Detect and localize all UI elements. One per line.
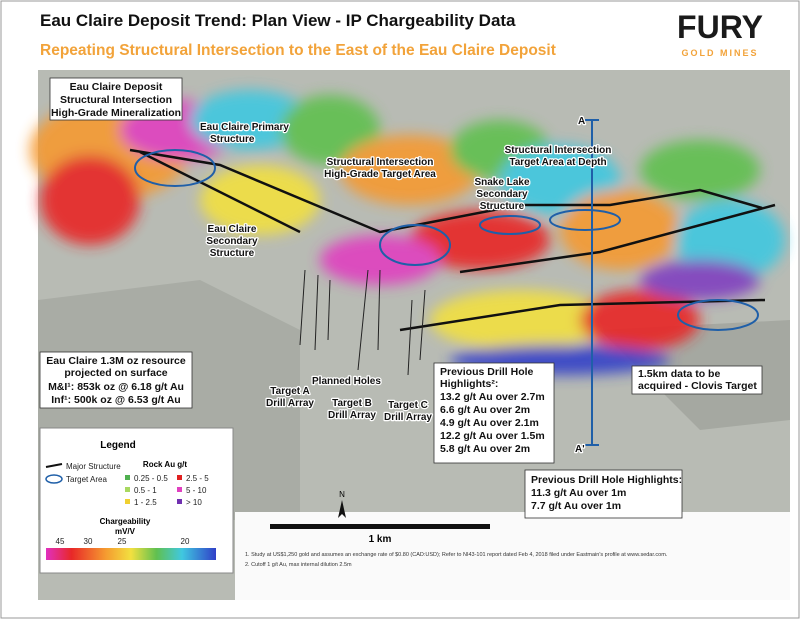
map-line — [357, 269, 369, 371]
map-ellipse — [677, 299, 759, 331]
map-rect — [39, 351, 193, 409]
map-line — [299, 269, 306, 346]
map-polyline — [129, 148, 763, 234]
map-ellipse — [640, 140, 760, 200]
planned-holes: Planned Holes — [312, 376, 381, 387]
map-line — [419, 289, 426, 361]
map-ellipse — [134, 149, 216, 187]
title: Eau Claire Deposit Trend: Plan View - IP… — [40, 11, 516, 30]
map-ellipse — [280, 95, 380, 165]
footnote: 1. Study at US$1,250 gold and assumes an… — [245, 552, 668, 558]
map-rect — [270, 524, 490, 529]
map-polyline — [459, 203, 776, 274]
map-line — [327, 279, 331, 341]
map-line — [45, 463, 63, 468]
footnote: 2. Cutoff 1 g/t Au, max internal dilutio… — [245, 562, 352, 568]
map-polyline — [139, 150, 301, 234]
map-ellipse — [320, 235, 440, 285]
north-label: N — [339, 490, 345, 499]
clovis-callout: 1.5km data to be acquired - Clovis Target — [638, 368, 757, 392]
rock-title: Rock Au g/t — [143, 460, 187, 469]
chargeability-title: Chargeability mV/V — [100, 517, 151, 536]
legend-item: > 10 — [186, 498, 202, 507]
charge-tick: 25 — [118, 537, 127, 546]
legend-item: Target Area — [66, 475, 107, 484]
depth-label: Structural Intersection Target Area at De… — [505, 145, 612, 168]
map-ellipse — [549, 209, 621, 231]
target-a: Target A Drill Array — [266, 386, 314, 409]
map-rect — [177, 487, 182, 492]
map-rect — [177, 499, 182, 504]
map-line — [377, 269, 381, 351]
legend-item: 0.25 - 0.5 — [134, 474, 168, 483]
charge-tick: 20 — [181, 537, 190, 546]
map-ellipse — [640, 260, 760, 300]
subtitle: Repeating Structural Intersection to the… — [40, 42, 556, 59]
map-rect — [49, 77, 183, 121]
map-rect — [125, 475, 130, 480]
target-c: Target C Drill Array — [384, 400, 432, 423]
map-ellipse — [190, 90, 310, 150]
snake-lake-label: Snake Lake Secondary Structure — [474, 177, 529, 212]
map-rect — [524, 469, 683, 519]
map-line — [407, 299, 413, 376]
map-rect — [433, 362, 555, 464]
section-end: A' — [575, 444, 585, 455]
secondary-label: Eau Claire Secondary Structure — [206, 224, 258, 259]
map-path — [338, 500, 346, 518]
deposit-label: Eau Claire Deposit Structural Intersectio… — [51, 81, 181, 119]
map-line — [314, 274, 319, 351]
charge-tick: 30 — [84, 537, 93, 546]
scale-label: 1 km — [369, 534, 392, 545]
map-rect — [125, 499, 130, 504]
map-rect — [125, 487, 130, 492]
map-ellipse — [340, 135, 480, 205]
target-area-label: Structural Intersection High-Grade Target… — [324, 157, 436, 180]
map-ellipse — [479, 215, 541, 235]
logo: FURY — [677, 9, 763, 45]
legend-item: 0.5 - 1 — [134, 486, 157, 495]
legend-item: 2.5 - 5 — [186, 474, 209, 483]
map-ellipse — [675, 200, 785, 280]
map-ellipse — [200, 165, 320, 235]
highlights-east: Previous Drill Hole Highlights: 11.3 g/t … — [531, 474, 682, 512]
target-b: Target B Drill Array — [328, 398, 376, 421]
section-start: A — [578, 116, 585, 127]
charge-tick: 45 — [56, 537, 65, 546]
logo-tagline: GOLD MINES — [681, 48, 758, 58]
map-ellipse — [379, 224, 451, 266]
primary-label: Eau Claire Primary Structure — [200, 122, 289, 145]
map-ellipse — [40, 155, 140, 245]
highlights-west: Previous Drill Hole Highlights²: 13.2 g/t… — [440, 366, 545, 455]
legend-title: Legend — [100, 440, 136, 451]
resource-callout: Eau Claire 1.3M oz resource projected on … — [46, 355, 186, 406]
legend-item: 1 - 2.5 — [134, 498, 157, 507]
map-rect — [631, 365, 763, 395]
map-ellipse — [45, 474, 63, 484]
legend-item: 5 - 10 — [186, 486, 207, 495]
map-rect — [46, 548, 216, 560]
map-rect — [177, 475, 182, 480]
legend-item: Major Structure — [66, 462, 121, 471]
